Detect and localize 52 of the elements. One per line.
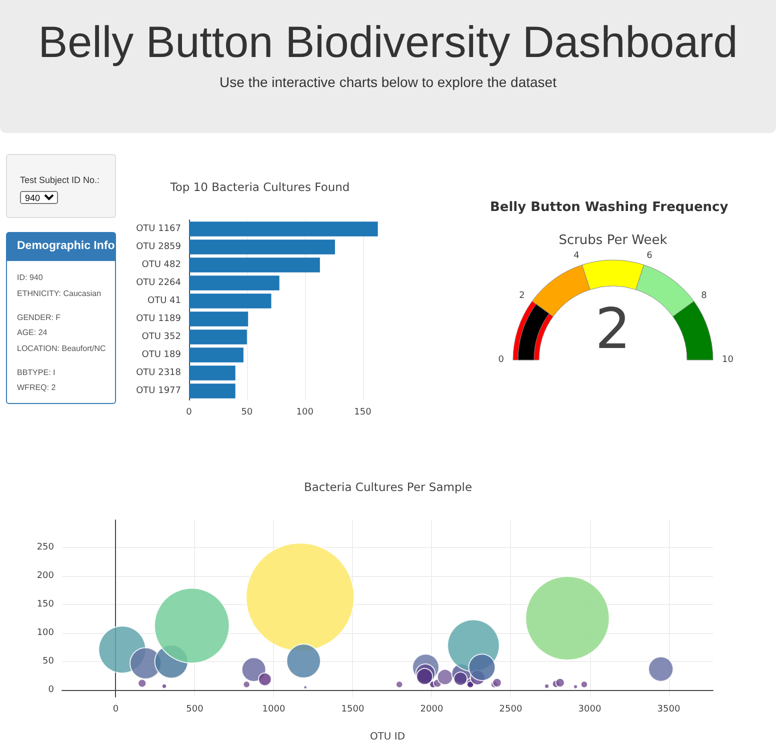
- text: 0: [498, 355, 504, 365]
- text: Belly Button Biodiversity Dashboard: [37, 18, 739, 68]
- y-tick-label: 150: [36, 600, 54, 610]
- text: 4: [574, 251, 580, 262]
- text: AGE: 24: [17, 328, 48, 337]
- text: BBTYPE: I: [17, 368, 56, 376]
- y-tick-label: OTU 2859: [136, 242, 182, 252]
- x-tick-label: 0: [112, 704, 119, 714]
- text: LOCATION: Beaufort/NC: [17, 344, 107, 352]
- y-tick-label: OTU 2264: [136, 278, 182, 288]
- chart-title: Top 10 Bacteria Cultures Found: [169, 180, 350, 194]
- y-tick-label: 100: [36, 628, 54, 638]
- text: Belly Button Washing Frequency: [490, 200, 728, 215]
- x-tick-label: 500: [186, 704, 204, 714]
- x-tick-label: 1500: [341, 704, 364, 714]
- y-tick-label: OTU 1189: [136, 314, 182, 324]
- text: ID: 940: [17, 273, 44, 282]
- x-tick-label: 50: [241, 408, 253, 418]
- x-tick-label: 150: [354, 408, 372, 418]
- y-tick-label: OTU 352: [142, 332, 181, 342]
- y-tick-label: 200: [36, 570, 54, 581]
- y-tick-label: OTU 41: [148, 296, 181, 306]
- subject-dropdown: 940: [20, 191, 58, 204]
- x-tick-label: 100: [296, 408, 314, 418]
- text: WFREQ: 2: [17, 383, 57, 392]
- y-tick-label: OTU 1167: [136, 224, 181, 234]
- text: 2: [519, 290, 525, 301]
- y-tick-label: 250: [36, 542, 54, 552]
- y-tick-label: 0: [48, 685, 54, 696]
- y-tick-label: OTU 189: [142, 350, 182, 360]
- y-tick-label: OTU 482: [142, 260, 181, 270]
- x-tick-label: 2500: [499, 704, 522, 714]
- text: Demographic Info: [7, 233, 115, 261]
- text: Use the interactive charts below to explore the dataset: [218, 74, 558, 90]
- text: 6: [646, 251, 652, 262]
- text: 2: [595, 297, 631, 362]
- text: Test Subject ID No.:: [20, 175, 100, 185]
- y-tick-label: OTU 1977: [136, 386, 181, 396]
- chart-title: Bacteria Cultures Per Sample: [304, 480, 472, 494]
- x-tick-label: 3000: [578, 704, 602, 714]
- text: GENDER: F: [17, 312, 62, 322]
- text: 10: [722, 355, 734, 365]
- x-tick-label: 0: [186, 408, 192, 418]
- text: ETHNICITY: Caucasian: [17, 288, 102, 298]
- y-tick-label: 50: [42, 656, 54, 667]
- x-axis-title: OTU ID: [370, 732, 406, 742]
- y-tick-label: OTU 2318: [136, 368, 182, 378]
- x-tick-label: 1000: [262, 704, 286, 714]
- x-tick-label: 3500: [657, 704, 680, 714]
- text: Scrubs Per Week: [558, 233, 668, 248]
- x-tick-label: 2000: [420, 704, 444, 714]
- text: 8: [701, 290, 707, 301]
